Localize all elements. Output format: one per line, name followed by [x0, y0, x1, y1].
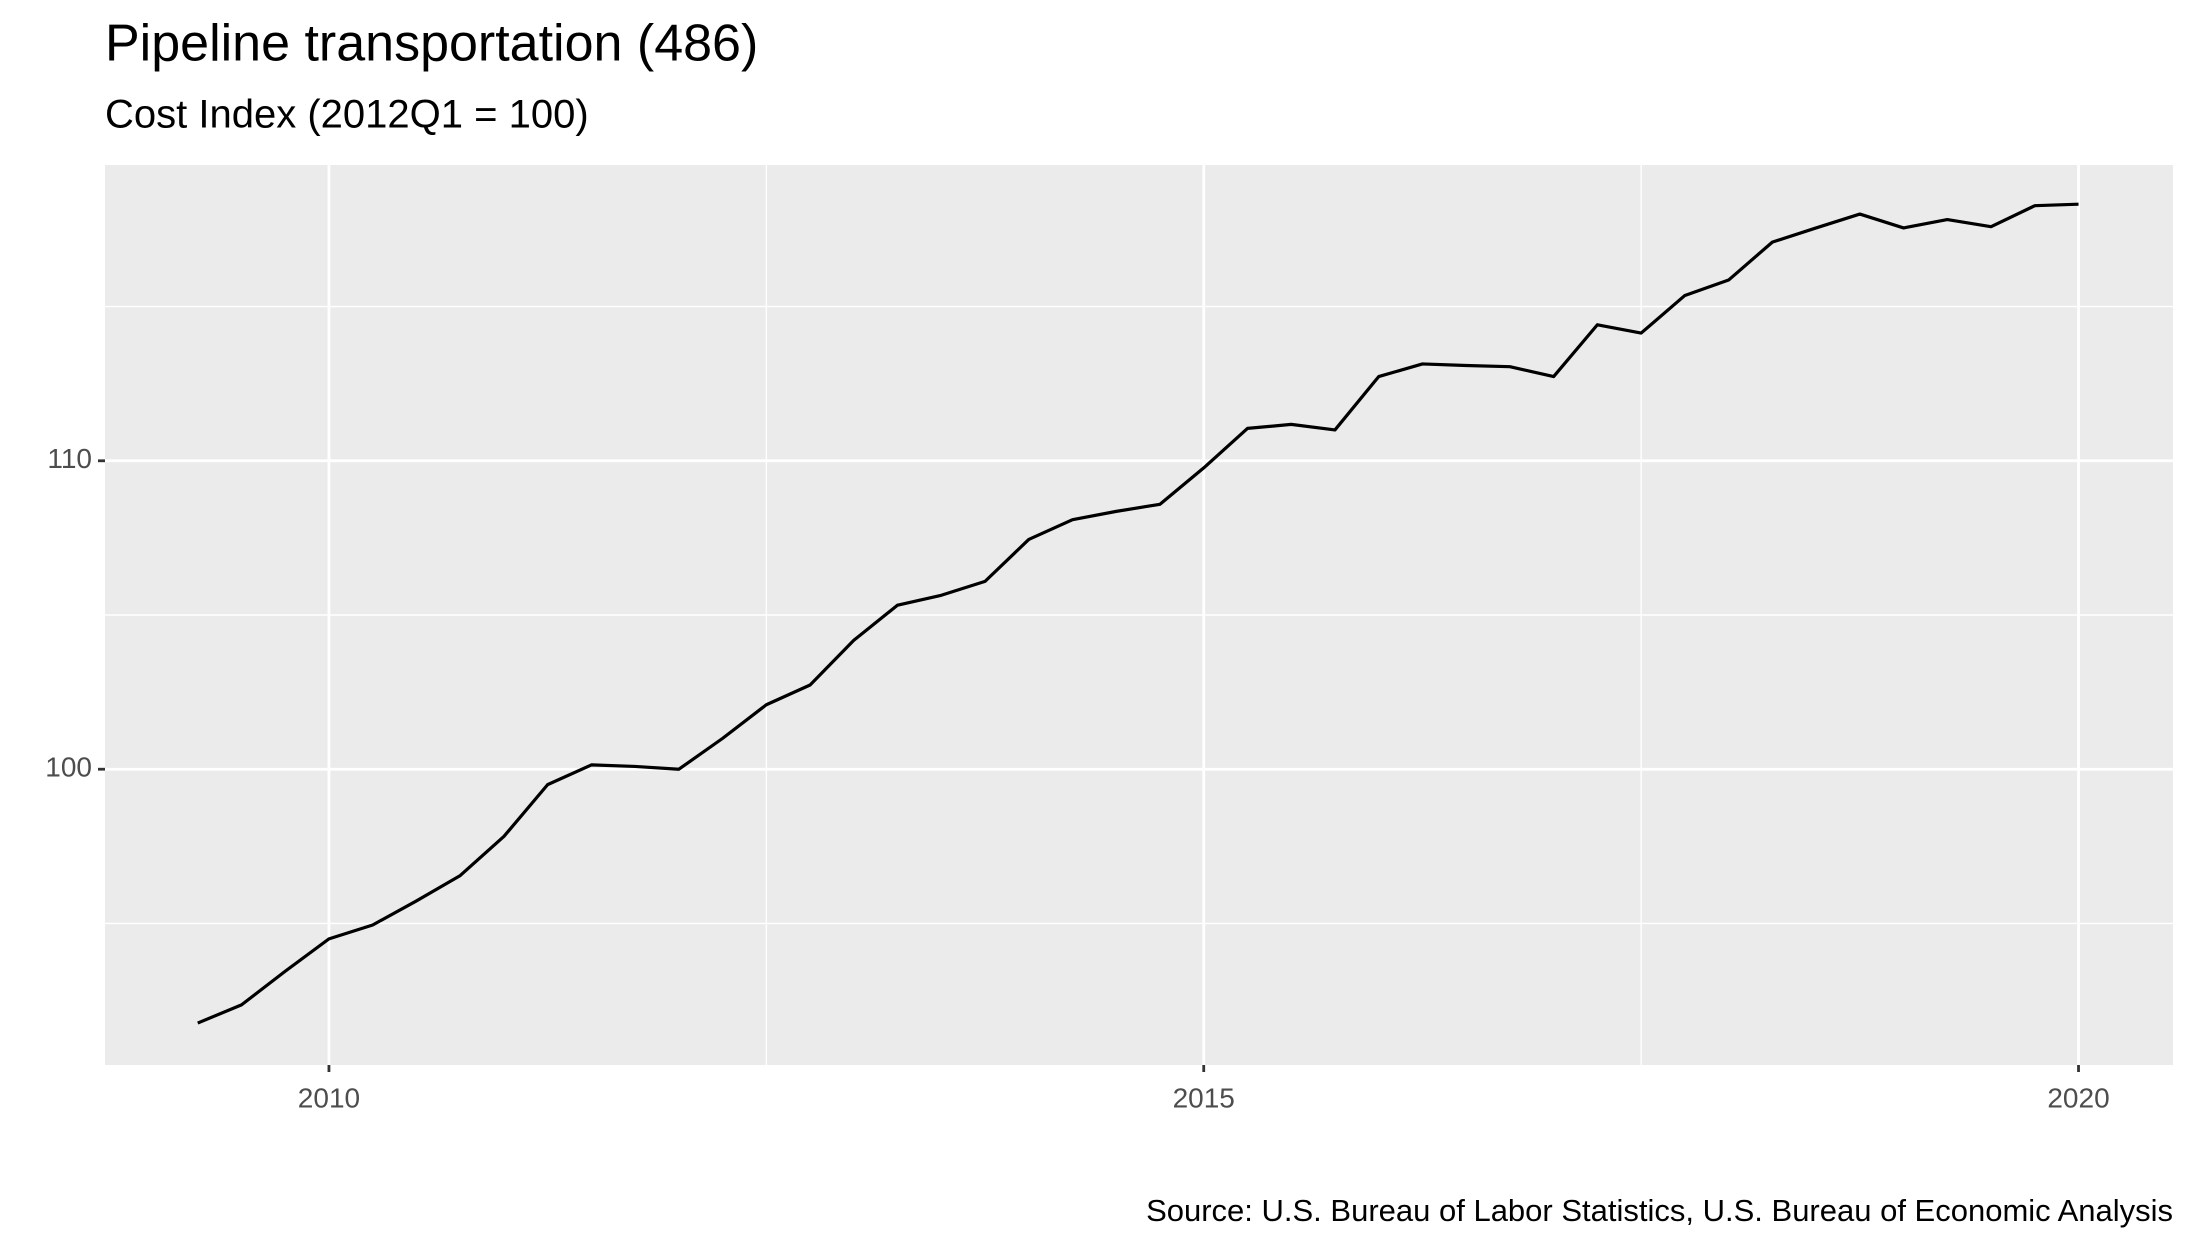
- x-tick-label: 2010: [298, 1082, 360, 1113]
- chart-subtitle: Cost Index (2012Q1 = 100): [105, 93, 589, 137]
- chart-title: Pipeline transportation (486): [105, 15, 758, 73]
- x-tick-label: 2015: [1173, 1082, 1235, 1113]
- y-tick-label: 100: [45, 752, 92, 783]
- y-tick-label: 110: [47, 443, 92, 474]
- chart-caption: Source: U.S. Bureau of Labor Statistics,…: [1146, 1193, 2173, 1228]
- data-line: [197, 202, 2079, 1025]
- x-tick-label: 2020: [2047, 1082, 2109, 1113]
